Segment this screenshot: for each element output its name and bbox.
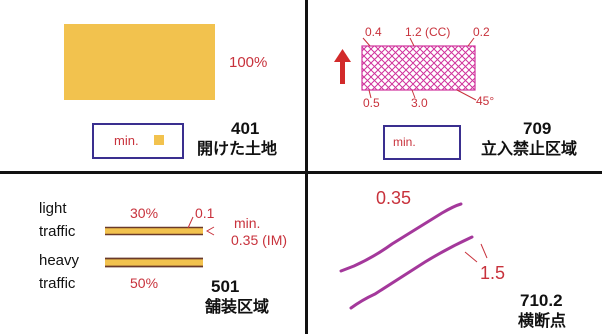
tick-top-right xyxy=(467,37,475,47)
pct-bottom: 50% xyxy=(130,275,159,291)
tick-top-left xyxy=(362,37,371,47)
width-top: 0.1 xyxy=(195,205,215,221)
heavy-label-1: heavy xyxy=(39,252,80,269)
up-arrow-icon xyxy=(334,49,351,84)
light-label-1: light xyxy=(39,200,67,217)
dim-top-right: 0.2 xyxy=(473,25,490,39)
dim-top-mid: 1.2 (CC) xyxy=(405,25,451,39)
legend-box: min. xyxy=(383,125,461,160)
orange-square-icon xyxy=(154,135,164,145)
pct-top: 30% xyxy=(130,205,159,221)
code-501: 501 xyxy=(211,277,240,296)
leader-side-2 xyxy=(480,243,488,259)
percent-label: 100% xyxy=(229,54,268,71)
name-501: 舗装区域 xyxy=(205,297,270,316)
dim-bottom-mid: 3.0 xyxy=(411,96,428,110)
leader-side xyxy=(464,251,478,263)
code-710-2: 710.2 xyxy=(520,291,563,310)
tick-top-mid xyxy=(409,37,415,47)
tick-angle xyxy=(456,89,477,101)
heavy-label-2: traffic xyxy=(39,275,76,292)
legend-box: min. xyxy=(92,123,184,159)
light-label-2: traffic xyxy=(39,223,76,240)
min-value: 0.35 (IM) xyxy=(231,232,288,248)
legend-min-label: min. xyxy=(393,135,416,149)
dim-angle: 45° xyxy=(476,94,495,108)
name-401: 開けた土地 xyxy=(197,139,278,158)
top-value: 0.35 xyxy=(376,188,412,208)
hatched-area xyxy=(361,45,476,91)
horizontal-divider xyxy=(0,171,602,174)
light-traffic-line xyxy=(105,226,203,236)
leader-width xyxy=(187,216,194,229)
heavy-traffic-line xyxy=(105,257,203,268)
legend-min-label: min. xyxy=(114,133,139,148)
vertical-divider xyxy=(305,0,308,334)
code-709: 709 xyxy=(523,119,552,138)
side-value: 1.5 xyxy=(480,263,506,283)
dim-bottom-left: 0.5 xyxy=(363,96,380,110)
crossing-line-upper xyxy=(339,202,463,273)
crossing-line-lower xyxy=(349,235,474,310)
min-label: min. xyxy=(234,215,261,231)
min-pointer-icon xyxy=(205,226,215,236)
name-710-2: 横断点 xyxy=(518,311,567,330)
code-401: 401 xyxy=(231,119,260,138)
name-709: 立入禁止区域 xyxy=(481,139,578,158)
open-land-area xyxy=(64,24,215,100)
dim-top-left: 0.4 xyxy=(365,25,382,39)
